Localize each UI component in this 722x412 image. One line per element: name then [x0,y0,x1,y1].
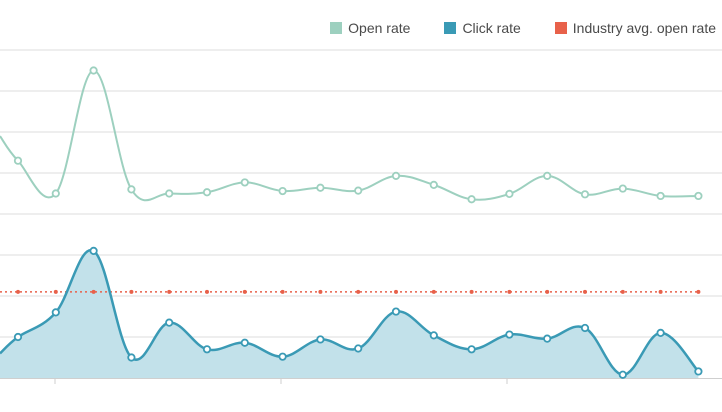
industry-avg-point[interactable] [16,289,20,294]
click-rate-point[interactable] [429,331,438,340]
open-rate-point[interactable] [694,191,703,201]
click-rate-point[interactable] [202,345,212,354]
open-rate-point[interactable] [354,186,363,195]
legend: Open rate Click rate Industry avg. open … [330,20,716,36]
legend-label-click-rate: Click rate [462,20,521,36]
click-rate-point[interactable] [165,318,174,327]
industry-avg-point[interactable] [129,289,134,294]
open-rate-point[interactable] [467,195,476,204]
industry-avg-point[interactable] [356,289,361,294]
industry-avg-point[interactable] [318,289,323,294]
industry-avg-point[interactable] [696,289,701,294]
open-rate-point[interactable] [505,189,514,199]
open-rate-line [0,69,699,202]
open-rate-point[interactable] [240,178,249,187]
industry-avg-point[interactable] [53,289,58,294]
click-rate-point[interactable] [316,335,325,344]
click-rate-point[interactable] [240,338,249,347]
industry-avg-point[interactable] [469,289,474,294]
open-rate-point[interactable] [165,189,174,198]
open-rate-point[interactable] [618,184,627,193]
open-rate-point[interactable] [656,191,665,201]
click-rate-point[interactable] [505,330,514,339]
open-rate-point[interactable] [543,171,552,180]
industry-avg-point[interactable] [507,289,512,294]
industry-avg-point[interactable] [167,289,172,294]
legend-swatch-click-rate [444,22,457,34]
click-rate-point[interactable] [127,353,136,362]
click-rate-point[interactable] [467,345,476,354]
legend-item-industry-avg[interactable]: Industry avg. open rate [554,20,716,36]
industry-avg-point[interactable] [545,289,550,294]
industry-avg-point[interactable] [205,289,209,294]
legend-label-open-rate: Open rate [348,20,411,36]
open-rate-point[interactable] [278,186,287,196]
open-rate-point[interactable] [51,189,60,198]
click-rate-point[interactable] [580,323,590,333]
click-rate-point[interactable] [89,246,98,255]
legend-swatch-industry-avg [554,22,567,34]
industry-avg-point[interactable] [620,289,625,294]
industry-avg-point[interactable] [583,289,587,294]
industry-avg-point[interactable] [431,289,436,294]
open-rate-point[interactable] [13,156,23,165]
open-rate-point[interactable] [89,66,98,75]
open-rate-point[interactable] [316,183,325,192]
industry-avg-point[interactable] [394,289,398,294]
legend-item-click-rate[interactable]: Click rate [444,20,521,36]
click-rate-point[interactable] [13,332,23,342]
click-rate-point[interactable] [354,344,363,353]
click-rate-point[interactable] [656,328,665,337]
open-rate-point[interactable] [429,180,438,189]
open-rate-point[interactable] [127,185,136,194]
legend-swatch-open-rate [330,22,343,34]
click-rate-point[interactable] [391,307,401,316]
legend-label-industry-avg: Industry avg. open rate [572,20,716,36]
click-rate-area [0,250,699,378]
click-rate-point[interactable] [694,367,703,376]
click-rate-point[interactable] [51,308,60,317]
click-rate-point[interactable] [618,370,627,379]
click-rate-point[interactable] [278,352,287,361]
click-rate-point[interactable] [543,334,552,343]
open-rate-point[interactable] [391,171,401,180]
open-rate-point[interactable] [580,190,590,199]
open-rate-point[interactable] [202,188,212,197]
industry-avg-point[interactable] [658,289,663,294]
industry-avg-point[interactable] [242,289,247,294]
legend-item-open-rate[interactable]: Open rate [330,20,410,36]
industry-avg-point[interactable] [280,289,285,294]
industry-avg-point[interactable] [91,289,96,294]
